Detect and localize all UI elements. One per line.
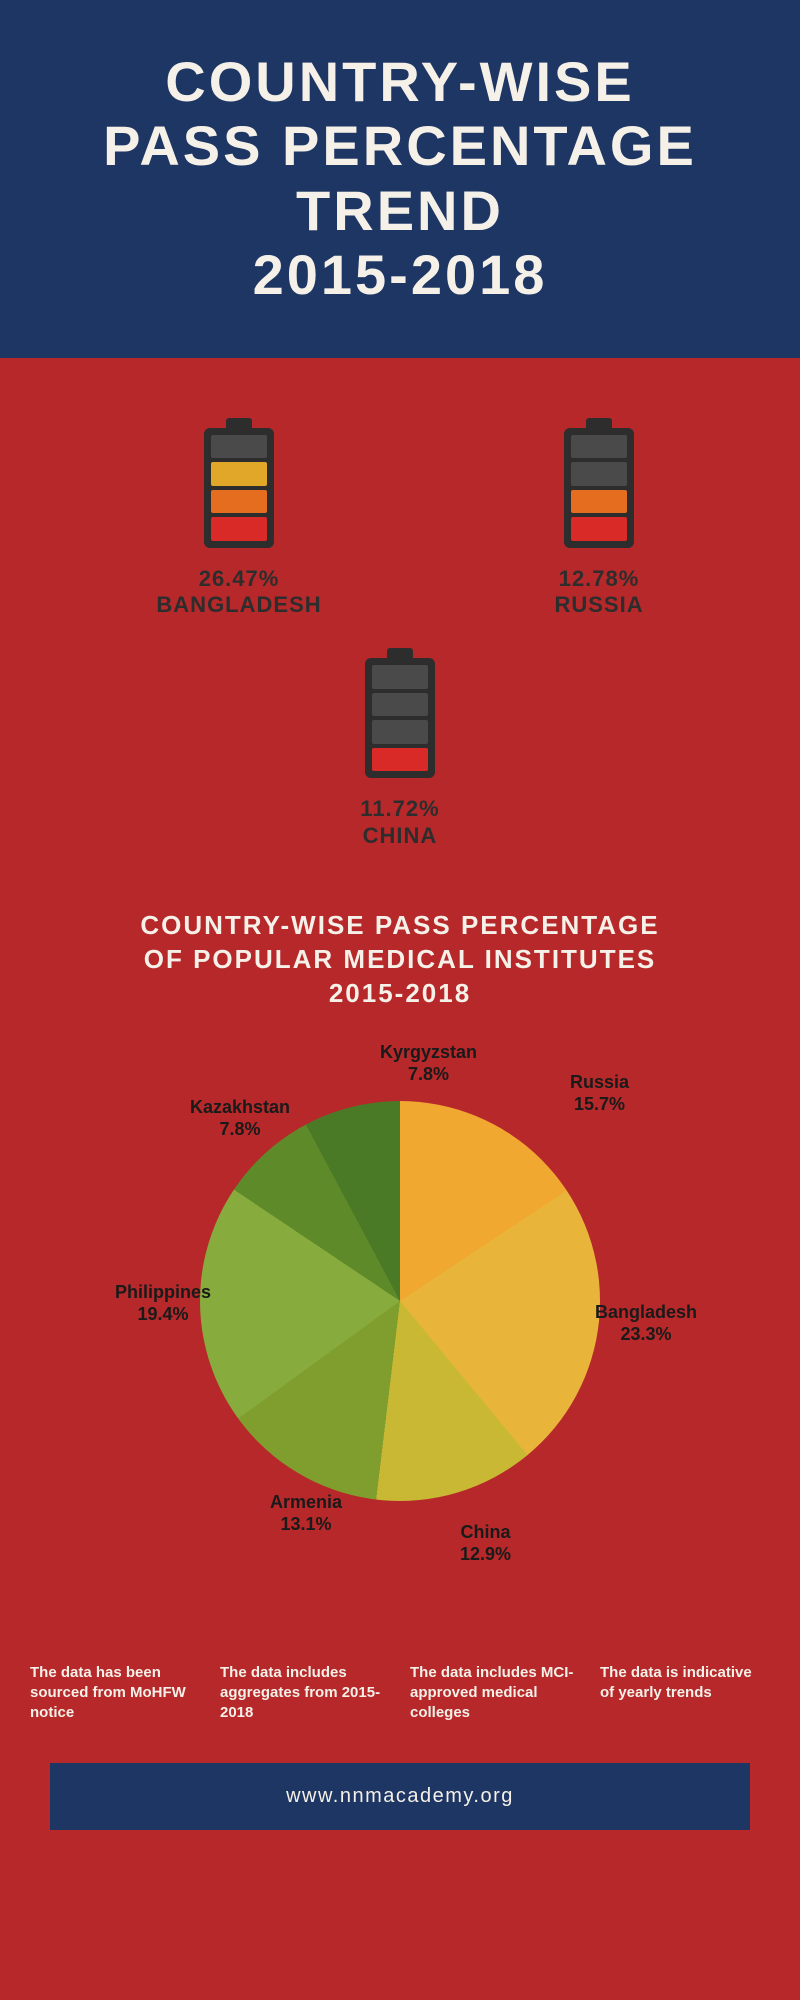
battery-label: 26.47% BANGLADESH	[156, 566, 321, 619]
note-icon	[220, 1621, 390, 1651]
title-l4: 2015-2018	[253, 243, 548, 306]
battery-cell	[571, 517, 627, 541]
title-l3: TREND	[296, 179, 504, 242]
battery-label: 12.78% RUSSIA	[554, 566, 643, 619]
footer: www.nnmacademy.org	[50, 1763, 750, 1830]
title-l1: COUNTRY-WISE	[165, 50, 634, 113]
pie-slice-label: Kyrgyzstan7.8%	[380, 1041, 477, 1086]
battery-icon	[365, 658, 435, 778]
battery-section: 26.47% BANGLADESH 12.78% RUSSIA 11.72% C…	[0, 358, 800, 900]
footnote: The data includes MCI-approved medical c…	[410, 1621, 580, 1724]
pie-section: COUNTRY-WISE PASS PERCENTAGE OF POPULAR …	[0, 899, 800, 1590]
pie-slice-label: Bangladesh23.3%	[595, 1301, 697, 1346]
battery-item-russia: 12.78% RUSSIA	[554, 428, 643, 619]
pie-chart-wrapper: Russia15.7%Bangladesh23.3%China12.9%Arme…	[140, 1041, 660, 1561]
battery-item-china: 11.72% CHINA	[360, 658, 439, 849]
battery-cell	[211, 490, 267, 514]
pie-title: COUNTRY-WISE PASS PERCENTAGE OF POPULAR …	[40, 909, 760, 1010]
footnote: The data is indicative of yearly trends	[600, 1621, 770, 1724]
battery-icon	[204, 428, 274, 548]
battery-row-bottom: 11.72% CHINA	[40, 658, 760, 849]
battery-cell	[372, 720, 428, 744]
battery-cell	[211, 435, 267, 459]
note-icon	[600, 1621, 770, 1651]
battery-cell	[571, 462, 627, 486]
pie-slice-label: Armenia13.1%	[270, 1491, 342, 1536]
battery-label: 11.72% CHINA	[360, 796, 439, 849]
notes-section: The data has been sourced from MoHFW not…	[0, 1591, 800, 1764]
battery-row-top: 26.47% BANGLADESH 12.78% RUSSIA	[40, 428, 760, 619]
pie-slice-label: Russia15.7%	[570, 1071, 629, 1116]
battery-cell	[372, 748, 428, 772]
battery-cell	[571, 435, 627, 459]
footnote: The data includes aggregates from 2015-2…	[220, 1621, 390, 1724]
page-title: COUNTRY-WISE PASS PERCENTAGE TREND 2015-…	[40, 50, 760, 308]
note-icon	[30, 1621, 200, 1651]
battery-icon	[564, 428, 634, 548]
battery-item-bangladesh: 26.47% BANGLADESH	[156, 428, 321, 619]
battery-cell	[211, 517, 267, 541]
note-icon	[410, 1621, 580, 1651]
pie-chart	[200, 1101, 600, 1501]
battery-cell	[571, 490, 627, 514]
pie-slice-label: China12.9%	[460, 1521, 511, 1566]
battery-cell	[372, 693, 428, 717]
header: COUNTRY-WISE PASS PERCENTAGE TREND 2015-…	[0, 0, 800, 358]
footnote: The data has been sourced from MoHFW not…	[30, 1621, 200, 1724]
pie-slice-label: Kazakhstan7.8%	[190, 1096, 290, 1141]
battery-cell	[211, 462, 267, 486]
title-l2: PASS PERCENTAGE	[103, 114, 697, 177]
footer-url: www.nnmacademy.org	[286, 1785, 514, 1807]
pie-slice-label: Philippines19.4%	[115, 1281, 211, 1326]
battery-cell	[372, 665, 428, 689]
